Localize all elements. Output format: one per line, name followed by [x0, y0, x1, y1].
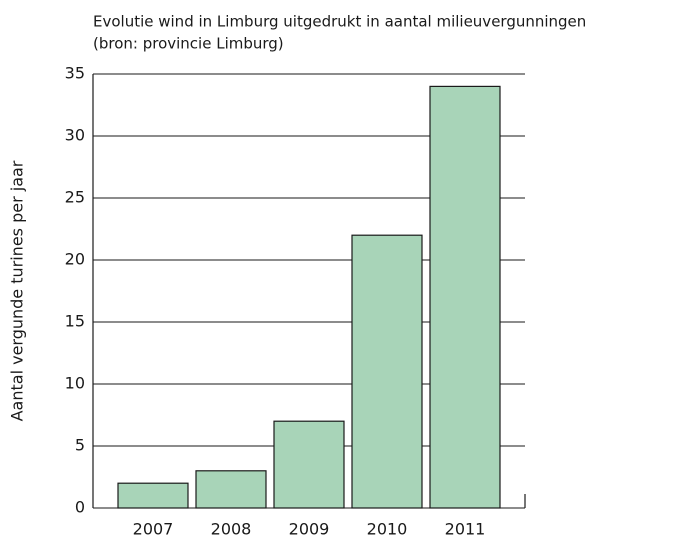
y-tick-label: 5 — [75, 436, 85, 455]
x-tick-label: 2010 — [367, 520, 408, 539]
x-tick-label: 2007 — [133, 520, 174, 539]
x-tick-label: 2009 — [289, 520, 330, 539]
bar — [117, 482, 189, 509]
bar — [429, 85, 501, 509]
bar — [195, 470, 267, 509]
y-tick-label: 35 — [65, 64, 85, 83]
chart-subtitle: (bron: provincie Limburg) — [93, 35, 284, 53]
x-tick-label: 2008 — [211, 520, 252, 539]
y-tick-label: 25 — [65, 188, 85, 207]
y-axis-label: Aantal vergunde turines per jaar — [8, 160, 27, 421]
y-tick-label: 15 — [65, 312, 85, 331]
y-tick-label: 20 — [65, 250, 85, 269]
y-tick-label: 30 — [65, 126, 85, 145]
bar — [351, 234, 423, 509]
chart-title: Evolutie wind in Limburg uitgedrukt in a… — [93, 13, 586, 31]
bar — [273, 420, 345, 509]
y-tick-label: 10 — [65, 374, 85, 393]
y-tick-label: 0 — [75, 498, 85, 517]
x-tick-label: 2011 — [445, 520, 486, 539]
